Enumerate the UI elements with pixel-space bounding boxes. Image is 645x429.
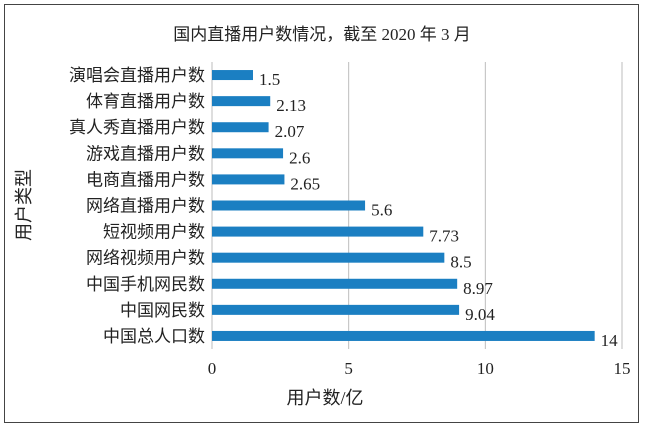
data-label: 7.73 — [429, 227, 459, 246]
x-tick-labels: 0 5 10 15 — [208, 359, 631, 378]
x-tick-label: 10 — [477, 359, 494, 378]
category-label: 中国手机网民数 — [86, 275, 205, 294]
data-label: 1.5 — [259, 70, 280, 89]
chart-title: 国内直播用户数情况，截至 2020 年 3 月 — [173, 25, 471, 44]
bar — [212, 226, 424, 237]
bar — [212, 96, 271, 107]
bar — [212, 148, 284, 159]
category-label: 电商直播用户数 — [86, 170, 205, 189]
data-label: 8.97 — [463, 279, 493, 298]
category-labels: 演唱会直播用户数体育直播用户数真人秀直播用户数游戏直播用户数电商直播用户数网络直… — [69, 66, 205, 346]
bar — [212, 70, 253, 81]
bar — [212, 304, 460, 315]
x-tick-label: 5 — [344, 359, 353, 378]
category-label: 中国网民数 — [120, 301, 205, 320]
bar — [212, 278, 458, 289]
bars — [212, 70, 595, 341]
category-label: 演唱会直播用户数 — [69, 66, 205, 85]
category-label: 网络视频用户数 — [86, 249, 205, 268]
data-label: 14 — [601, 331, 619, 350]
value-labels: 1.5 2.13 2.07 2.6 2.65 5.6 7.73 8.5 8.97 9.04 14 — [259, 70, 618, 350]
bar — [212, 122, 269, 133]
y-axis-label: 用户类型 — [14, 169, 34, 241]
category-label: 短视频用户数 — [103, 223, 205, 242]
category-label: 游戏直播用户数 — [86, 144, 205, 163]
bar — [212, 330, 595, 341]
bar — [212, 200, 366, 211]
data-label: 2.65 — [290, 174, 320, 193]
category-label: 网络直播用户数 — [86, 197, 205, 216]
data-label: 2.13 — [276, 96, 306, 115]
category-label: 真人秀直播用户数 — [69, 118, 205, 137]
bar — [212, 252, 445, 263]
chart-frame — [4, 4, 639, 423]
x-axis-label: 用户数/亿 — [286, 388, 363, 408]
category-label: 中国总人口数 — [103, 327, 205, 346]
data-label: 2.07 — [275, 122, 305, 141]
data-label: 5.6 — [371, 201, 392, 220]
x-tick-label: 0 — [208, 359, 217, 378]
data-label: 2.6 — [289, 148, 310, 167]
data-label: 9.04 — [465, 305, 495, 324]
bar — [212, 174, 285, 185]
category-label: 体育直播用户数 — [86, 92, 205, 111]
x-tick-label: 15 — [614, 359, 631, 378]
data-label: 8.5 — [450, 253, 471, 272]
